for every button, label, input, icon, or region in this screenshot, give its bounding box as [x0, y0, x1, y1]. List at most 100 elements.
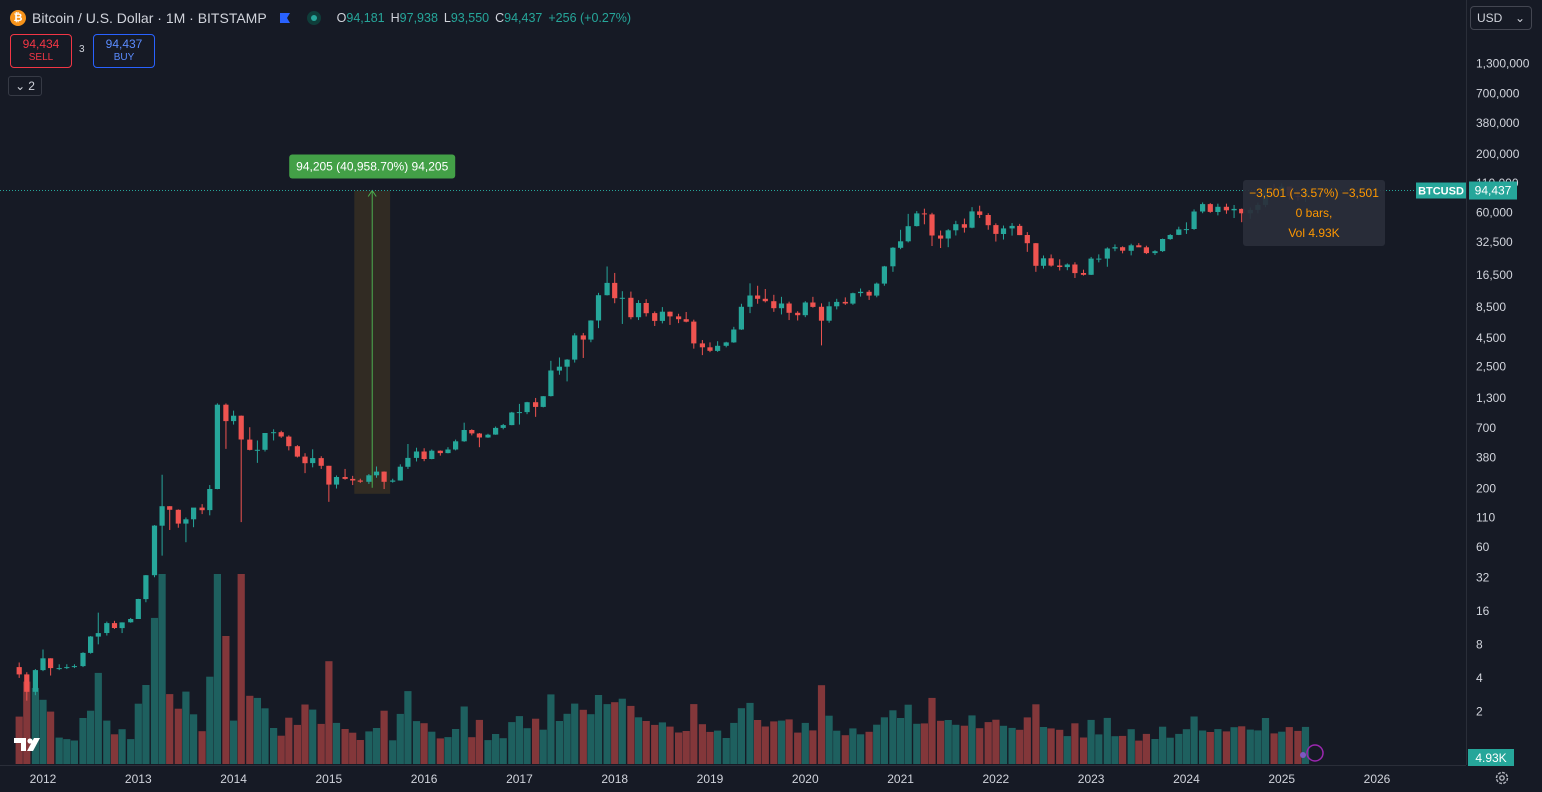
replay-icon[interactable]	[1306, 744, 1324, 762]
ohlc-low-key: L	[443, 11, 451, 25]
volume-bar	[754, 720, 762, 764]
candle-body	[247, 439, 253, 450]
currency-value: USD	[1477, 11, 1503, 25]
volume-bar	[666, 726, 674, 764]
volume-bar	[118, 729, 126, 764]
volume-bar	[539, 729, 547, 764]
candle-body	[643, 303, 649, 314]
candle-body	[333, 477, 340, 485]
candle-body	[254, 449, 260, 451]
volume-bar	[55, 737, 63, 764]
price-axis-label: 2,500	[1476, 359, 1506, 373]
candle-body	[635, 303, 642, 318]
buy-button[interactable]: 94,437 BUY	[93, 34, 155, 68]
candle-body	[985, 215, 991, 226]
volume-bar	[737, 708, 745, 764]
volume-bar	[770, 721, 778, 764]
volume-bar	[103, 720, 111, 764]
volume-bar	[992, 719, 1000, 764]
candle-body	[1040, 258, 1047, 266]
volume-bar	[722, 738, 730, 764]
candle-body	[278, 432, 284, 437]
time-axis-label: 2019	[697, 772, 724, 786]
candle-body	[199, 507, 205, 511]
ohlc-high-key: H	[390, 11, 400, 25]
volume-bar	[1135, 740, 1143, 764]
volume-bar	[913, 723, 921, 764]
volume-bar	[690, 704, 698, 764]
candle-body	[40, 658, 46, 671]
ohlc-high: 97,938	[399, 11, 438, 25]
volume-bar	[547, 694, 555, 764]
flag-icon[interactable]	[279, 12, 291, 24]
candle-body	[56, 668, 62, 670]
volume-bar	[253, 697, 261, 764]
candle-body	[143, 575, 149, 600]
candle-body	[437, 450, 443, 454]
candle-body	[405, 457, 411, 467]
candle-body	[453, 441, 459, 450]
market-open-icon	[306, 11, 321, 25]
price-axis-label: 200	[1476, 482, 1496, 496]
candle-body	[969, 211, 975, 228]
currency-select[interactable]: USD ⌄	[1470, 6, 1532, 30]
candle-body	[1072, 264, 1078, 274]
candle-body	[167, 506, 173, 510]
candle-body	[945, 230, 951, 239]
candle-body	[429, 450, 435, 459]
volume-bar	[1047, 728, 1055, 764]
time-axis-label: 2015	[316, 772, 343, 786]
candle-body	[548, 370, 554, 397]
volume-bar	[873, 724, 881, 764]
time-axis-label: 2021	[887, 772, 914, 786]
volume-bar	[198, 731, 206, 764]
volume-bar	[1230, 727, 1238, 764]
volume-bar	[730, 722, 738, 764]
candle-body	[151, 525, 158, 576]
volume-bar	[484, 740, 492, 764]
tooltip-line: Vol 4.93K	[1288, 226, 1339, 240]
candle-body	[469, 430, 475, 434]
candle-body	[111, 623, 118, 628]
candle-body	[595, 295, 602, 321]
candle-body	[818, 306, 825, 321]
sell-button[interactable]: 94,434 SELL	[10, 34, 72, 68]
symbol-title[interactable]: Bitcoin / U.S. Dollar · 1M · BITSTAMP	[32, 10, 267, 26]
indicators-toggle[interactable]: ⌄ 2	[8, 76, 42, 96]
candle-body	[191, 507, 197, 520]
candle-body	[834, 301, 840, 307]
candle-body	[1120, 247, 1126, 251]
candle-body	[1167, 235, 1173, 240]
volume-bar	[277, 735, 285, 764]
volume-bar	[1079, 737, 1088, 764]
candle-body	[128, 619, 134, 623]
time-axis-label: 2012	[30, 772, 57, 786]
candle-body	[1239, 208, 1245, 214]
volume-bar	[1111, 736, 1119, 764]
candle-body	[683, 319, 689, 322]
chevron-down-icon: ⌄	[1514, 11, 1525, 25]
volume-bar	[801, 722, 809, 764]
volume-bar	[523, 728, 531, 764]
sell-price: 94,434	[22, 37, 60, 51]
volume-bar	[475, 719, 483, 764]
volume-bar	[31, 687, 39, 764]
gear-icon[interactable]	[1494, 770, 1510, 786]
volume-bar	[928, 697, 936, 764]
price-axis-label: 8,500	[1476, 300, 1506, 314]
volume-bar	[372, 728, 381, 764]
volume-bar	[1294, 730, 1302, 764]
bitcoin-icon: ₿	[10, 10, 26, 26]
price-axis-label: 16,500	[1476, 268, 1513, 282]
volume-bar	[1182, 729, 1190, 764]
candle-body	[16, 667, 22, 675]
price-axis-label: 380	[1476, 450, 1496, 464]
candle-body	[1223, 206, 1229, 211]
candle-body	[842, 301, 848, 304]
candle-body	[95, 633, 101, 637]
price-axis-label: 110	[1476, 510, 1495, 524]
volume-bar	[389, 740, 397, 764]
tradingview-logo-icon[interactable]	[14, 736, 46, 752]
buy-label: BUY	[113, 52, 135, 63]
